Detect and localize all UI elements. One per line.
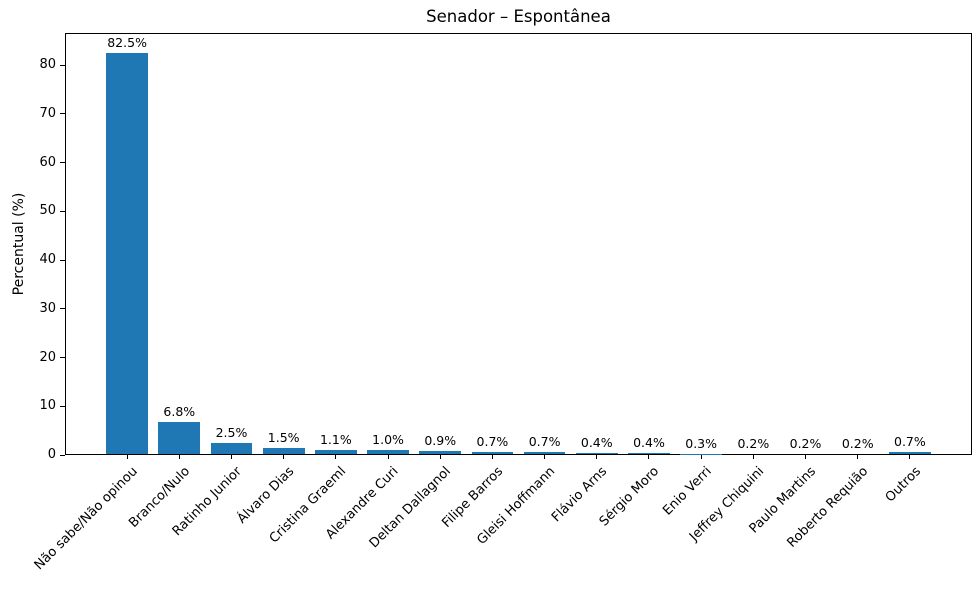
x-axis-tick [283, 455, 285, 459]
bar-value-label: 0.2% [841, 436, 874, 451]
bar-value-label: 6.8% [163, 403, 196, 419]
y-axis-tick-label: 20 [39, 349, 56, 365]
bar [419, 450, 462, 454]
bar [889, 451, 931, 454]
y-axis-tick-label: 80 [39, 57, 56, 73]
y-axis-tick [60, 113, 65, 115]
bar [210, 442, 253, 454]
bar-value-label: 0.3% [685, 435, 718, 451]
bar-value-label: 1.5% [267, 429, 300, 445]
x-axis-tick [648, 455, 650, 459]
bar [158, 421, 201, 454]
y-axis-tick [60, 259, 65, 261]
bar-value-label: 0.9% [424, 432, 457, 448]
bar-value-label: 0.2% [737, 436, 770, 451]
x-axis-tick [335, 455, 337, 459]
bar [262, 447, 305, 454]
bar [314, 449, 357, 454]
x-axis-tick-label: Não sabe/Não opinou [31, 464, 141, 574]
y-axis-tick [60, 405, 65, 407]
x-axis-tick [544, 455, 546, 459]
x-axis-tick [230, 455, 232, 459]
bar [471, 451, 514, 454]
y-axis-tick [60, 357, 65, 359]
bar-value-label: 0.4% [633, 435, 665, 451]
x-axis-tick-label: Enio Verri [660, 464, 715, 519]
y-axis-tick-label: 60 [39, 154, 56, 170]
x-axis-tick [178, 455, 180, 459]
x-axis-tick [491, 455, 493, 459]
bar-value-label: 0.7% [476, 433, 509, 449]
x-axis-tick [805, 455, 807, 459]
bar [106, 52, 148, 454]
bar-value-label: 1.0% [372, 432, 404, 448]
bar [575, 453, 618, 454]
y-axis-tick-label: 30 [39, 300, 56, 316]
y-axis-tick [60, 64, 65, 66]
bar [367, 450, 409, 454]
x-axis-tick [752, 455, 754, 459]
bar-value-label: 82.5% [107, 34, 147, 50]
y-axis-tick-label: 50 [39, 203, 56, 219]
x-axis-tick-label: Outros [882, 464, 924, 506]
y-axis-tick [60, 210, 65, 212]
bar-value-label: 0.7% [894, 433, 926, 449]
y-axis-tick [60, 308, 65, 310]
x-axis-tick [857, 455, 859, 459]
x-axis-tick [387, 455, 389, 459]
x-axis-tick [909, 455, 911, 459]
y-axis-tick [60, 454, 65, 456]
bar-value-label: 0.2% [789, 436, 822, 451]
y-axis-tick-label: 0 [47, 447, 56, 462]
x-axis-tick [596, 455, 598, 459]
chart-title: Senador – Espontânea [426, 7, 611, 26]
x-axis-tick [439, 455, 441, 459]
bar [628, 453, 670, 454]
bar-value-label: 1.1% [319, 431, 352, 447]
bar-value-label: 2.5% [215, 424, 248, 440]
bar [523, 451, 566, 454]
y-axis-tick [60, 162, 65, 164]
y-axis-tick-label: 10 [39, 398, 56, 414]
x-axis-tick [700, 455, 702, 459]
x-axis-tick [126, 455, 128, 459]
y-axis-tick-label: 40 [39, 252, 56, 268]
bar-value-label: 0.4% [580, 435, 613, 451]
bar-value-label: 0.7% [528, 433, 561, 449]
y-axis-tick-label: 70 [39, 105, 56, 121]
plot-area [65, 33, 972, 455]
